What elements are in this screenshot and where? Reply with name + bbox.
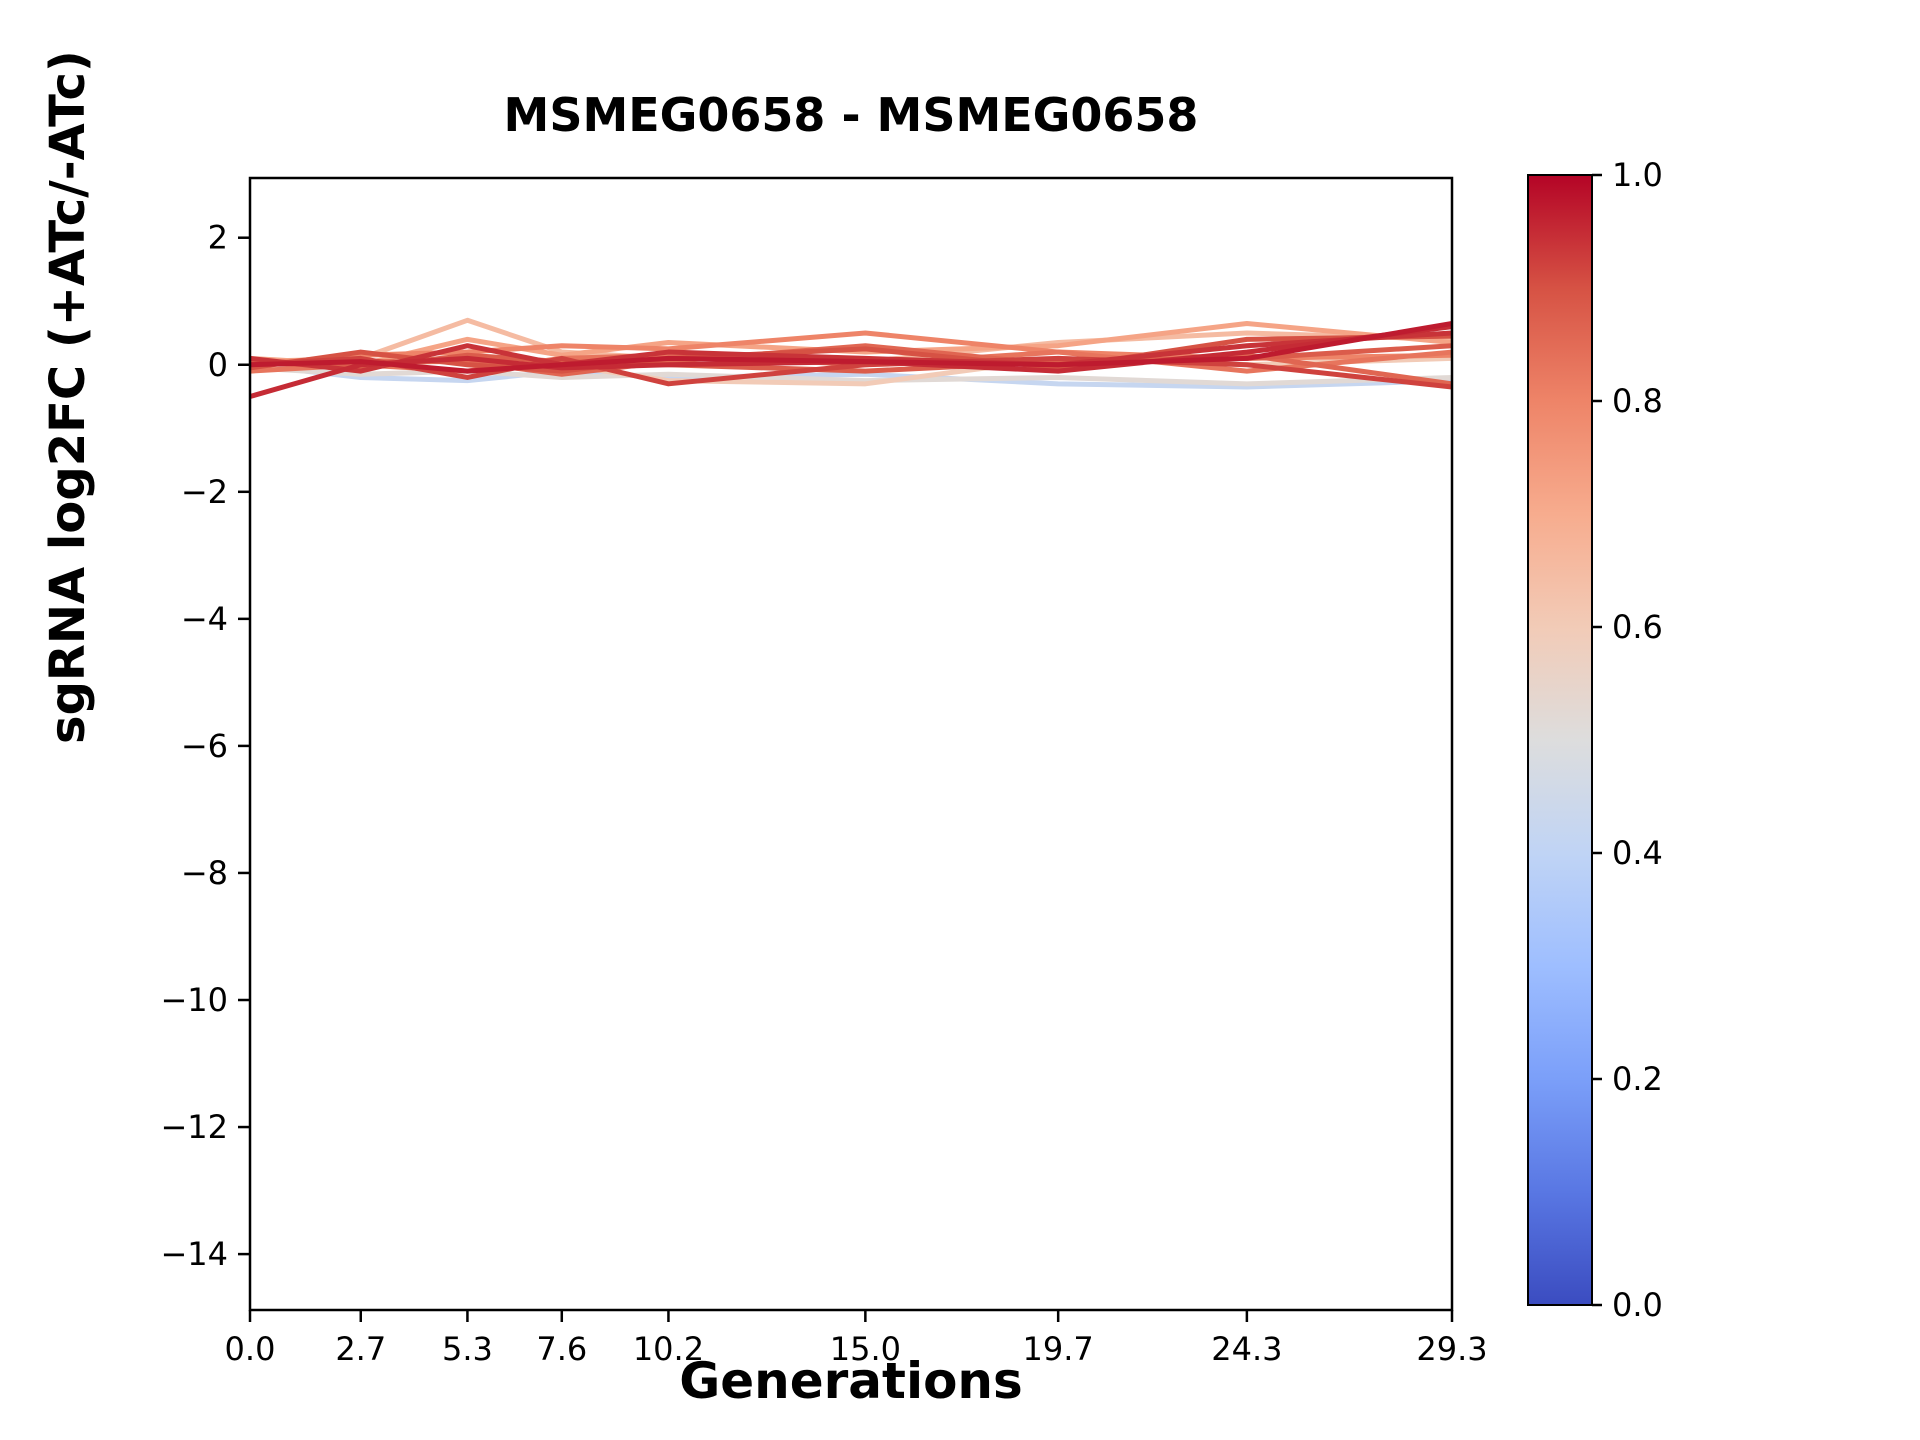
- colorbar-tick-label: 0.0: [1612, 1286, 1663, 1324]
- colorbar-tick-label: 0.8: [1612, 382, 1663, 420]
- y-tick-label: −8: [181, 854, 228, 892]
- y-tick-label: 0: [208, 346, 228, 384]
- colorbar-tick-label: 1.0: [1612, 156, 1663, 194]
- x-tick-label: 7.6: [536, 1330, 587, 1368]
- plot-border: [248, 176, 1454, 1312]
- colorbar-tick-label: 0.2: [1612, 1060, 1663, 1098]
- chart-title: MSMEG0658 - MSMEG0658: [503, 88, 1199, 142]
- series-lines: [249, 317, 1453, 399]
- colorbar-bar: [1527, 174, 1593, 1306]
- series-line: [249, 362, 1453, 390]
- y-tick-label: −4: [181, 600, 228, 638]
- x-tick-label: 10.2: [633, 1330, 704, 1368]
- series-line: [249, 365, 1453, 387]
- y-tick-label: −14: [160, 1235, 228, 1273]
- y-tick-label: −6: [181, 727, 228, 765]
- colorbar-tick-label: 0.6: [1612, 608, 1663, 646]
- axis: 0.0 2.7 5.3 7.6 10.2 15.0 19.7 24.3 29.3 2 0 −2 −4 −6…: [160, 176, 1488, 1368]
- x-tick-label: 29.3: [1416, 1330, 1487, 1368]
- y-tick-label: −12: [160, 1108, 228, 1146]
- x-axis-label: Generations: [679, 1352, 1023, 1410]
- x-tick-label: 15.0: [830, 1330, 901, 1368]
- y-tick-label: 2: [208, 219, 228, 257]
- x-tick-label: 0.0: [225, 1330, 276, 1368]
- series-line: [249, 321, 1453, 374]
- colorbar-tick-label: 0.4: [1612, 834, 1663, 872]
- colorbar: 1.0 0.8 0.6 0.4 0.2 0.0: [1527, 156, 1663, 1324]
- y-tick-label: −2: [181, 473, 228, 511]
- x-tick-label: 19.7: [1023, 1330, 1094, 1368]
- y-tick-label: −10: [160, 981, 228, 1019]
- x-tick-label: 5.3: [442, 1330, 493, 1368]
- x-tick-label: 24.3: [1211, 1330, 1282, 1368]
- x-tick-label: 2.7: [335, 1330, 386, 1368]
